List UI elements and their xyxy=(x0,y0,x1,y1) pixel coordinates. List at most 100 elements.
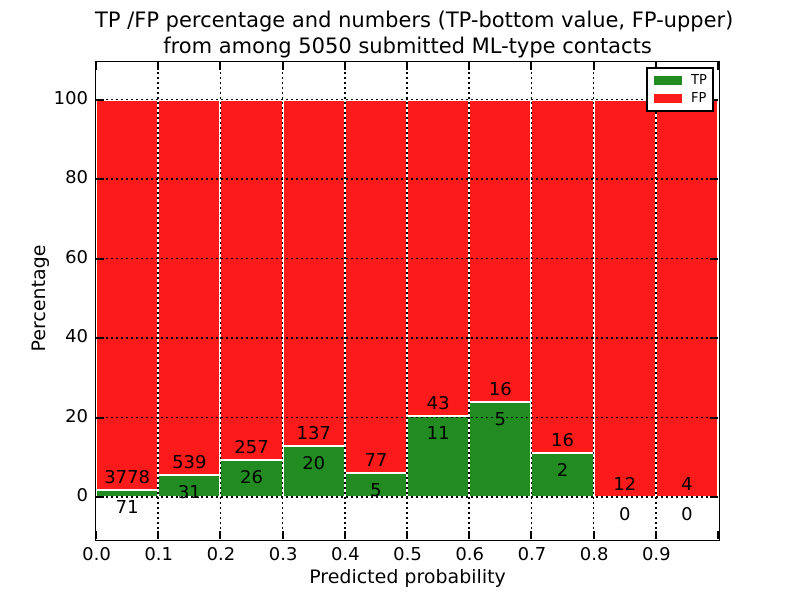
legend-item-fp: FP xyxy=(648,92,712,105)
x-tick-mark-top xyxy=(717,62,719,70)
fp-count-label: 77 xyxy=(364,449,388,471)
x-tick-label: 0.8 xyxy=(579,544,609,565)
vertical-gridline xyxy=(468,62,470,539)
x-tick-mark-top xyxy=(406,62,408,70)
y-tick-label: 60 xyxy=(65,246,88,268)
chart-title-line2: from among 5050 submitted ML-type contac… xyxy=(163,34,652,58)
y-tick-mark-right xyxy=(710,178,718,181)
y-tick-mark-right xyxy=(710,337,718,340)
x-tick-mark xyxy=(468,531,471,539)
x-tick-mark xyxy=(343,531,346,539)
fp-bar-segment xyxy=(593,99,656,497)
x-tick-mark xyxy=(530,531,533,539)
x-tick-mark xyxy=(654,531,657,539)
fp-count-label: 12 xyxy=(613,474,637,495)
x-tick-mark-top xyxy=(468,62,471,70)
x-tick-mark xyxy=(95,531,97,539)
vertical-gridline xyxy=(157,62,159,539)
x-tick-mark-top xyxy=(95,62,97,70)
fp-count-label: 16 xyxy=(488,379,512,401)
y-tick-label: 80 xyxy=(65,167,88,189)
legend-label-fp: FP xyxy=(691,91,707,106)
fp-bar-segment xyxy=(531,99,594,453)
x-tick-label: 0.0 xyxy=(82,544,111,565)
tp-count-label: 11 xyxy=(426,423,450,445)
tp-color-swatch xyxy=(654,76,682,85)
y-axis-label: Percentage xyxy=(28,244,50,352)
y-tick-mark xyxy=(96,257,104,260)
x-tick-label: 0.4 xyxy=(330,544,360,565)
y-tick-label: 20 xyxy=(65,405,88,427)
x-tick-label: 0.5 xyxy=(393,544,422,565)
x-tick-label: 0.9 xyxy=(641,544,671,565)
horizontal-gridline xyxy=(96,416,718,419)
fp-bar-segment xyxy=(96,99,159,490)
tp-count-label: 2 xyxy=(556,459,569,481)
vertical-gridline xyxy=(406,62,408,539)
x-tick-mark xyxy=(281,531,284,539)
x-tick-mark-top xyxy=(530,62,533,70)
fp-bar-segment xyxy=(469,99,532,403)
fp-count-label: 4 xyxy=(681,474,693,495)
vertical-gridline xyxy=(530,62,533,539)
x-tick-label: 0.3 xyxy=(268,544,298,565)
x-axis-label: Predicted probability xyxy=(309,566,506,588)
tp-count-label: 0 xyxy=(681,504,693,525)
vertical-gridline xyxy=(281,62,284,539)
fp-bar-segment xyxy=(282,99,345,447)
x-tick-label: 0.7 xyxy=(517,544,547,565)
fp-count-label: 3778 xyxy=(104,466,150,488)
tp-count-label: 26 xyxy=(240,467,263,489)
fp-count-label: 137 xyxy=(296,423,331,445)
horizontal-gridline xyxy=(96,337,718,339)
x-tick-mark xyxy=(717,531,719,539)
x-tick-mark xyxy=(592,531,595,539)
x-tick-mark-top xyxy=(343,62,346,70)
x-tick-mark xyxy=(157,531,160,539)
horizontal-gridline xyxy=(96,98,718,101)
fp-count-label: 539 xyxy=(172,452,207,474)
y-tick-label: 100 xyxy=(53,87,88,109)
legend-item-tp: TP xyxy=(648,74,712,87)
y-tick-mark xyxy=(96,337,104,340)
y-tick-mark xyxy=(96,416,104,419)
y-tick-mark-right xyxy=(710,496,718,498)
y-tick-mark xyxy=(96,178,104,181)
tp-count-label: 20 xyxy=(302,453,326,475)
y-tick-mark-right xyxy=(710,98,718,101)
x-tick-label: 0.2 xyxy=(206,544,236,565)
y-tick-mark xyxy=(96,98,104,101)
fp-bar-segment xyxy=(220,99,283,461)
y-tick-mark-right xyxy=(710,257,718,260)
tp-count-label: 71 xyxy=(115,496,139,518)
tp-count-label: 31 xyxy=(177,482,201,504)
x-tick-mark-top xyxy=(281,62,284,70)
fp-count-label: 16 xyxy=(551,429,574,451)
x-tick-mark-top xyxy=(157,62,160,70)
horizontal-gridline xyxy=(96,257,718,260)
tp-count-label: 5 xyxy=(494,409,506,431)
x-tick-mark-top xyxy=(219,62,222,70)
fp-color-swatch xyxy=(654,94,682,103)
fp-count-label: 43 xyxy=(426,393,450,415)
fp-count-label: 257 xyxy=(234,437,269,459)
x-tick-mark xyxy=(219,531,222,539)
fp-bar-segment xyxy=(655,99,718,497)
tp-count-label: 5 xyxy=(370,479,382,501)
x-tick-label: 0.6 xyxy=(455,544,484,565)
legend: TP FP xyxy=(646,67,714,112)
horizontal-gridline xyxy=(96,178,718,180)
y-tick-label: 40 xyxy=(65,326,88,348)
legend-label-tp: TP xyxy=(691,73,707,88)
tp-count-label: 0 xyxy=(618,504,631,525)
plot-area: 3778 71 539 31 257 26 137 20 77 5 43 11 16 5 16 2 12 0 4 0 xyxy=(95,61,720,541)
x-tick-mark-top xyxy=(654,62,657,70)
chart-title: TP /FP percentage and numbers (TP-bottom… xyxy=(95,7,733,59)
vertical-gridline xyxy=(219,62,222,539)
x-tick-mark xyxy=(406,531,408,539)
horizontal-gridline xyxy=(96,496,718,498)
x-tick-mark-top xyxy=(592,62,595,70)
y-tick-label: 0 xyxy=(76,485,88,506)
fp-bar-segment xyxy=(158,99,221,476)
